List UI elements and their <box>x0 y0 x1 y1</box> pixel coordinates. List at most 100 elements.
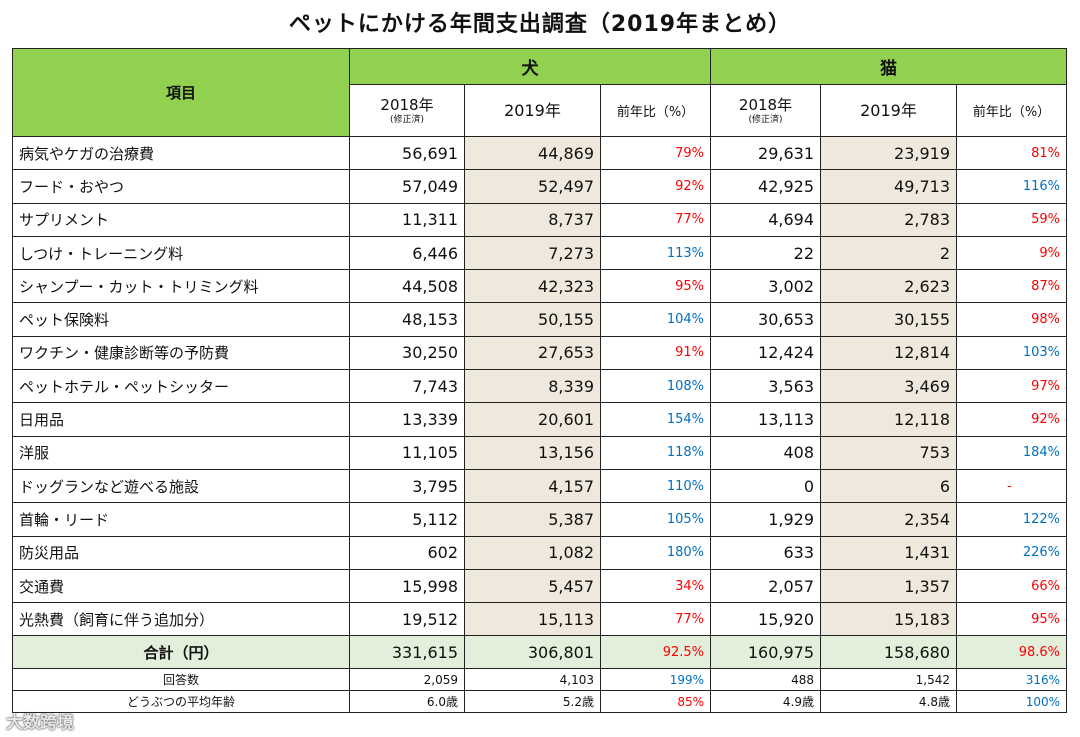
cat-2019-value: 12,814 <box>820 335 957 371</box>
table-row: 洋服 11,105 13,156 118% 408 753 184% <box>12 435 1067 470</box>
dog-yoy-value: 95% <box>600 269 711 304</box>
dog-2018-value: 5,112 <box>349 502 465 537</box>
cat-yoy-value: 95% <box>956 602 1067 637</box>
item-label: ペットホテル・ペットシッター <box>12 369 350 404</box>
item-label: 交通費 <box>12 568 350 604</box>
dog-yoy-value: 110% <box>600 468 711 504</box>
cat-yoy-value: 184% <box>956 435 1067 470</box>
dog-2019-value: 5,387 <box>464 502 601 537</box>
dog-2018-value: 44,508 <box>349 269 465 304</box>
cat-2018-value: 22 <box>710 235 821 271</box>
cat-2019-value: 2 <box>820 235 957 271</box>
cat-2019-value: 6 <box>820 468 957 504</box>
dog-2018-value: 15,998 <box>349 568 465 604</box>
dog-yoy-value: 180% <box>600 535 711 570</box>
table-row: 光熱費（飼育に伴う追加分） 19,512 15,113 77% 15,920 15,183… <box>12 602 1067 637</box>
item-label: ワクチン・健康診断等の予防費 <box>12 335 350 371</box>
cat-2018-value: 4,694 <box>710 202 821 237</box>
dog-2018-value: 13,339 <box>349 402 465 437</box>
age-row-label: どうぶつの平均年齢 <box>12 690 350 714</box>
cat-yoy-value: 92% <box>956 402 1067 437</box>
dog-yoy-value: 118% <box>600 435 711 470</box>
cat-yoy-value: 316% <box>956 668 1067 692</box>
table-row: 交通費 15,998 5,457 34% 2,057 1,357 66% <box>12 568 1067 604</box>
dog-2019-value: 50,155 <box>464 302 601 337</box>
table-row: 日用品 13,339 20,601 154% 13,113 12,118 92% <box>12 402 1067 437</box>
cat-2018-value: 4.9歳 <box>710 690 821 714</box>
item-label: 首輪・リード <box>12 502 350 537</box>
table-row: シャンプー・カット・トリミング料 44,508 42,323 95% 3,002 2,62… <box>12 269 1067 304</box>
cat-yoy-value: 59% <box>956 202 1067 237</box>
cat-2019-value: 4.8歳 <box>820 690 957 714</box>
table-row: 首輪・リード 5,112 5,387 105% 1,929 2,354 122% <box>12 502 1067 537</box>
dog-2018-value: 11,105 <box>349 435 465 470</box>
dog-2018-value: 7,743 <box>349 369 465 404</box>
item-label: 病気やケガの治療費 <box>12 135 350 171</box>
dog-2018-value: 6.0歳 <box>349 690 465 714</box>
dog-yoy-value: 104% <box>600 302 711 337</box>
year-note: (修正済) <box>389 115 425 125</box>
header-dog-yoy: 前年比（%） <box>600 84 711 137</box>
cat-2019-value: 3,469 <box>820 369 957 404</box>
cat-2019-value: 1,542 <box>820 668 957 692</box>
header-dog: 犬 <box>349 48 711 85</box>
cat-2018-value: 160,975 <box>710 635 821 670</box>
cat-2019-value: 1,431 <box>820 535 957 570</box>
table-row: ドッグランなど遊べる施設 3,795 4,157 110% 0 6- <box>12 468 1067 504</box>
dog-yoy-value: 92.5% <box>600 635 711 670</box>
cat-2018-value: 3,002 <box>710 269 821 304</box>
cat-2019-value: 49,713 <box>820 169 957 204</box>
cat-2019-value: 2,623 <box>820 269 957 304</box>
header-dog-2019: 2019年 <box>464 84 601 137</box>
dog-2019-value: 306,801 <box>464 635 601 670</box>
dog-2018-value: 30,250 <box>349 335 465 371</box>
cat-2019-value: 2,354 <box>820 502 957 537</box>
dog-2018-value: 19,512 <box>349 602 465 637</box>
cat-yoy-value: 81% <box>956 135 1067 171</box>
dog-yoy-value: 92% <box>600 169 711 204</box>
dog-yoy-value: 77% <box>600 202 711 237</box>
page-title: ペットにかける年間支出調査（2019年まとめ） <box>288 12 792 37</box>
cat-2018-value: 3,563 <box>710 369 821 404</box>
cat-2018-value: 2,057 <box>710 568 821 604</box>
header-cat-2019: 2019年 <box>820 84 957 137</box>
cat-2018-value: 30,653 <box>710 302 821 337</box>
cat-yoy-value: - <box>956 468 1067 504</box>
cat-yoy-value: 226% <box>956 535 1067 570</box>
table-row: サプリメント 11,311 8,737 77% 4,694 2,783 59% <box>12 202 1067 237</box>
dog-2018-value: 57,049 <box>349 169 465 204</box>
cat-yoy-value: 122% <box>956 502 1067 537</box>
cat-2018-value: 15,920 <box>710 602 821 637</box>
dog-2019-value: 7,273 <box>464 235 601 271</box>
dog-2019-value: 1,082 <box>464 535 601 570</box>
dog-2019-value: 4,103 <box>464 668 601 692</box>
item-label: 日用品 <box>12 402 350 437</box>
dog-2018-value: 602 <box>349 535 465 570</box>
cat-2019-value: 12,118 <box>820 402 957 437</box>
dog-2019-value: 42,323 <box>464 269 601 304</box>
dog-2019-value: 8,339 <box>464 369 601 404</box>
cat-yoy-value: 87% <box>956 269 1067 304</box>
cat-2019-value: 30,155 <box>820 302 957 337</box>
item-label: 洋服 <box>12 435 350 470</box>
dog-2019-value: 52,497 <box>464 169 601 204</box>
dog-2018-value: 2,059 <box>349 668 465 692</box>
dog-2018-value: 11,311 <box>349 202 465 237</box>
header-dog-2018: 2018年 (修正済) <box>349 84 465 137</box>
dog-yoy-value: 154% <box>600 402 711 437</box>
total-row: 合計（円） 331,615 306,801 92.5% 160,975 158,680 98… <box>12 635 1067 670</box>
dog-2018-value: 48,153 <box>349 302 465 337</box>
cat-2019-value: 15,183 <box>820 602 957 637</box>
year-label: 2018年 <box>380 96 434 114</box>
header-cat-2018: 2018年 (修正済) <box>710 84 821 137</box>
expense-table: 項目 犬 猫 2018年 (修正済) 2019年 前年比（%） 2018年 (修… <box>12 48 1067 714</box>
dog-yoy-value: 77% <box>600 602 711 637</box>
cat-2018-value: 633 <box>710 535 821 570</box>
item-label: ドッグランなど遊べる施設 <box>12 468 350 504</box>
cat-yoy-value: 97% <box>956 369 1067 404</box>
dog-2019-value: 15,113 <box>464 602 601 637</box>
dog-2019-value: 20,601 <box>464 402 601 437</box>
item-label: しつけ・トレーニング料 <box>12 235 350 271</box>
table-row: 防災用品 602 1,082 180% 633 1,431 226% <box>12 535 1067 570</box>
cat-2019-value: 753 <box>820 435 957 470</box>
